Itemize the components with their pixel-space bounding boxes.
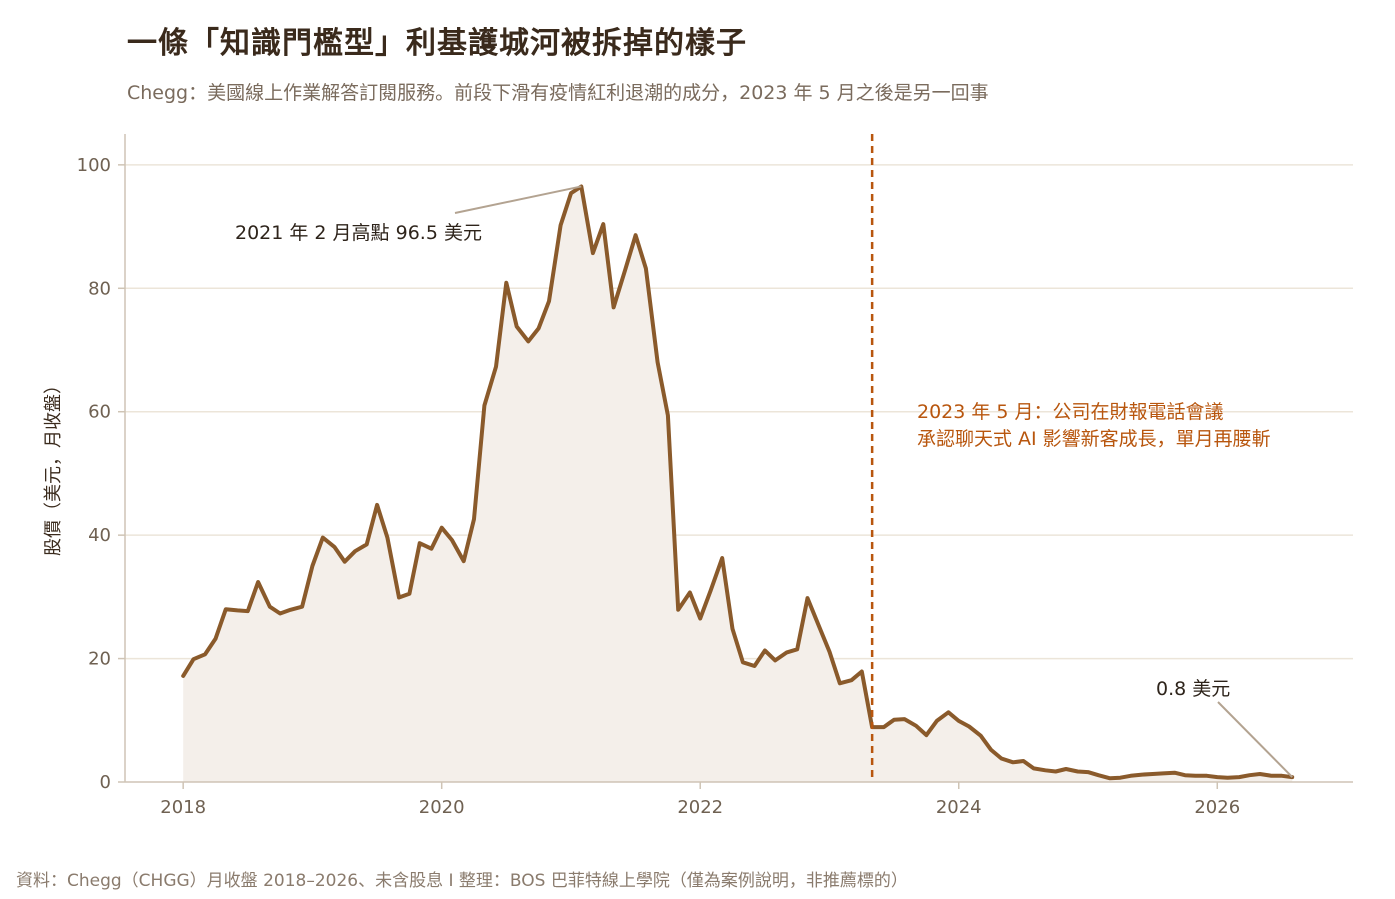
event-annotation-line-1: 2023 年 5 月：公司在財報電話會議 (917, 401, 1224, 423)
y-tick-label: 60 (88, 402, 111, 423)
y-tick-label: 20 (88, 649, 111, 670)
peak-pointer-line (454, 185, 582, 214)
price-area-fill (183, 186, 1293, 782)
y-tick-label: 100 (77, 155, 111, 176)
last-price-pointer-line (1217, 701, 1293, 778)
chart-subtitle: Chegg：美國線上作業解答訂閱服務。前段下滑有疫情紅利退潮的成分，2023 年… (127, 82, 989, 104)
x-tick-label: 2022 (677, 797, 723, 818)
y-tick-label: 0 (100, 772, 111, 793)
peak-annotation: 2021 年 2 月高點 96.5 美元 (235, 222, 482, 244)
last-price-annotation: 0.8 美元 (1156, 678, 1230, 700)
price-line (181, 184, 1295, 781)
chart-title: 一條「知識門檻型」利基護城河被拆掉的樣子 (127, 26, 747, 61)
x-tick-label: 2020 (419, 797, 465, 818)
y-tick-label: 40 (88, 525, 111, 546)
x-tick-label: 2026 (1194, 797, 1240, 818)
x-axis-ticks: 2018 2020 2022 2024 2026 (160, 782, 1240, 818)
x-tick-label: 2024 (936, 797, 982, 818)
source-footer: 資料：Chegg（CHGG）月收盤 2018–2026、未含股息 I 整理：BO… (16, 871, 908, 891)
y-tick-label: 80 (88, 278, 111, 299)
y-axis-ticks: 0 20 40 60 80 100 (77, 155, 125, 793)
y-axis-label: 股價（美元，月收盤） (43, 376, 64, 556)
x-tick-label: 2018 (160, 797, 206, 818)
event-annotation-line-2: 承認聊天式 AI 影響新客成長，單月再腰斬 (917, 428, 1271, 450)
